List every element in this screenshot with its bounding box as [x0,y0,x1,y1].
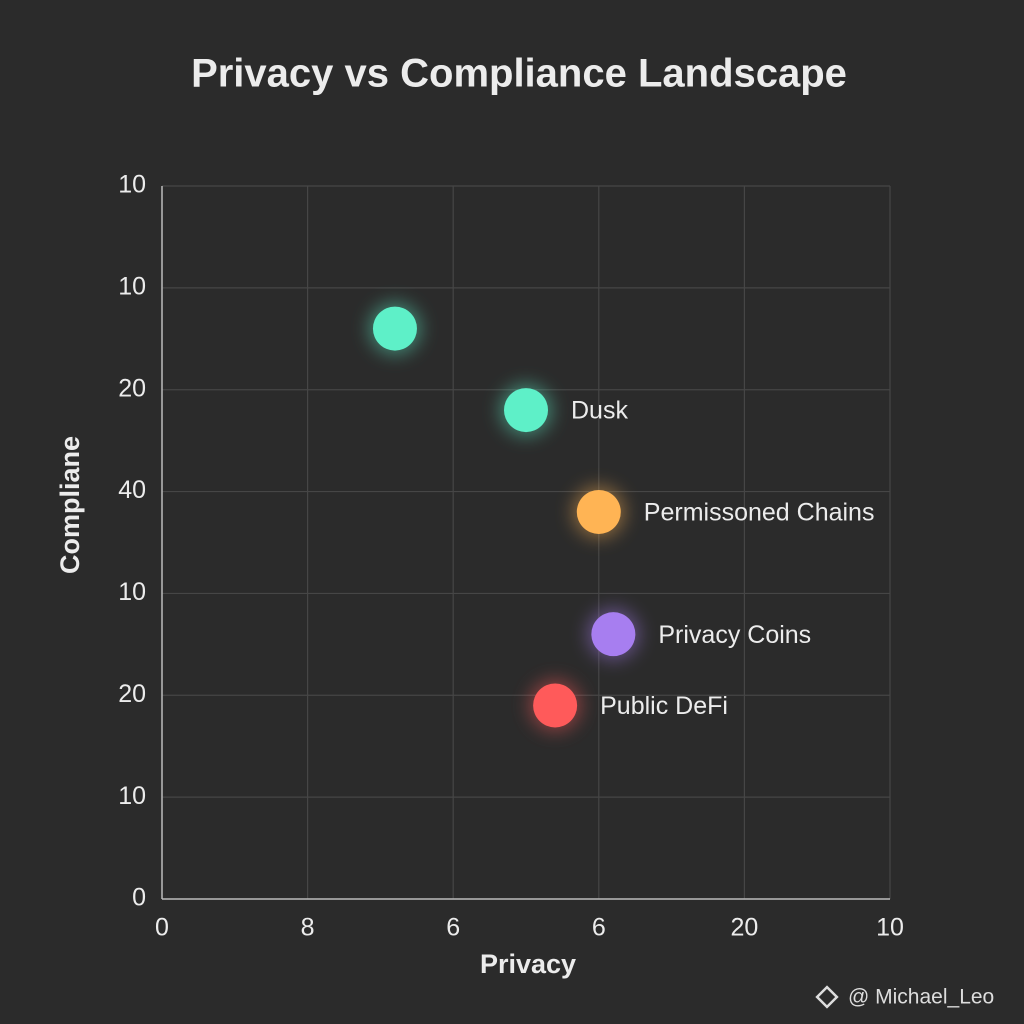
y-tick-label: 10 [118,272,146,300]
y-tick-label: 20 [118,374,146,402]
point [504,388,548,433]
x-tick-label: 0 [155,914,169,942]
y-tick-label: 10 [118,171,146,199]
watermark: @ Michael_Leo [848,986,994,1009]
x-tick-label: 20 [730,914,758,942]
x-tick-label: 6 [592,914,606,942]
watermark-icon [815,985,839,1009]
x-tick-label: 6 [446,914,460,942]
point-label: Dusk [571,397,628,425]
point [576,489,621,534]
y-tick-label: 0 [132,884,146,912]
y-tick-label: 40 [118,476,146,504]
chart-title: Privacy vs Compliance Landscape [191,52,847,96]
point [372,306,417,351]
y-tick-label: 10 [118,578,146,606]
x-tick-label: 10 [876,914,904,942]
y-tick-label: 10 [118,782,146,810]
point-label: Public DeFi [600,692,728,720]
y-axis-label: Compliane [55,436,85,574]
point [591,612,636,657]
x-tick-label: 8 [301,914,315,942]
point-label: Privacy Coins [658,621,811,649]
y-tick-label: 20 [118,680,146,708]
x-axis-label: Privacy [480,949,576,979]
point-label: Permissoned Chains [644,499,875,527]
point [533,683,578,728]
